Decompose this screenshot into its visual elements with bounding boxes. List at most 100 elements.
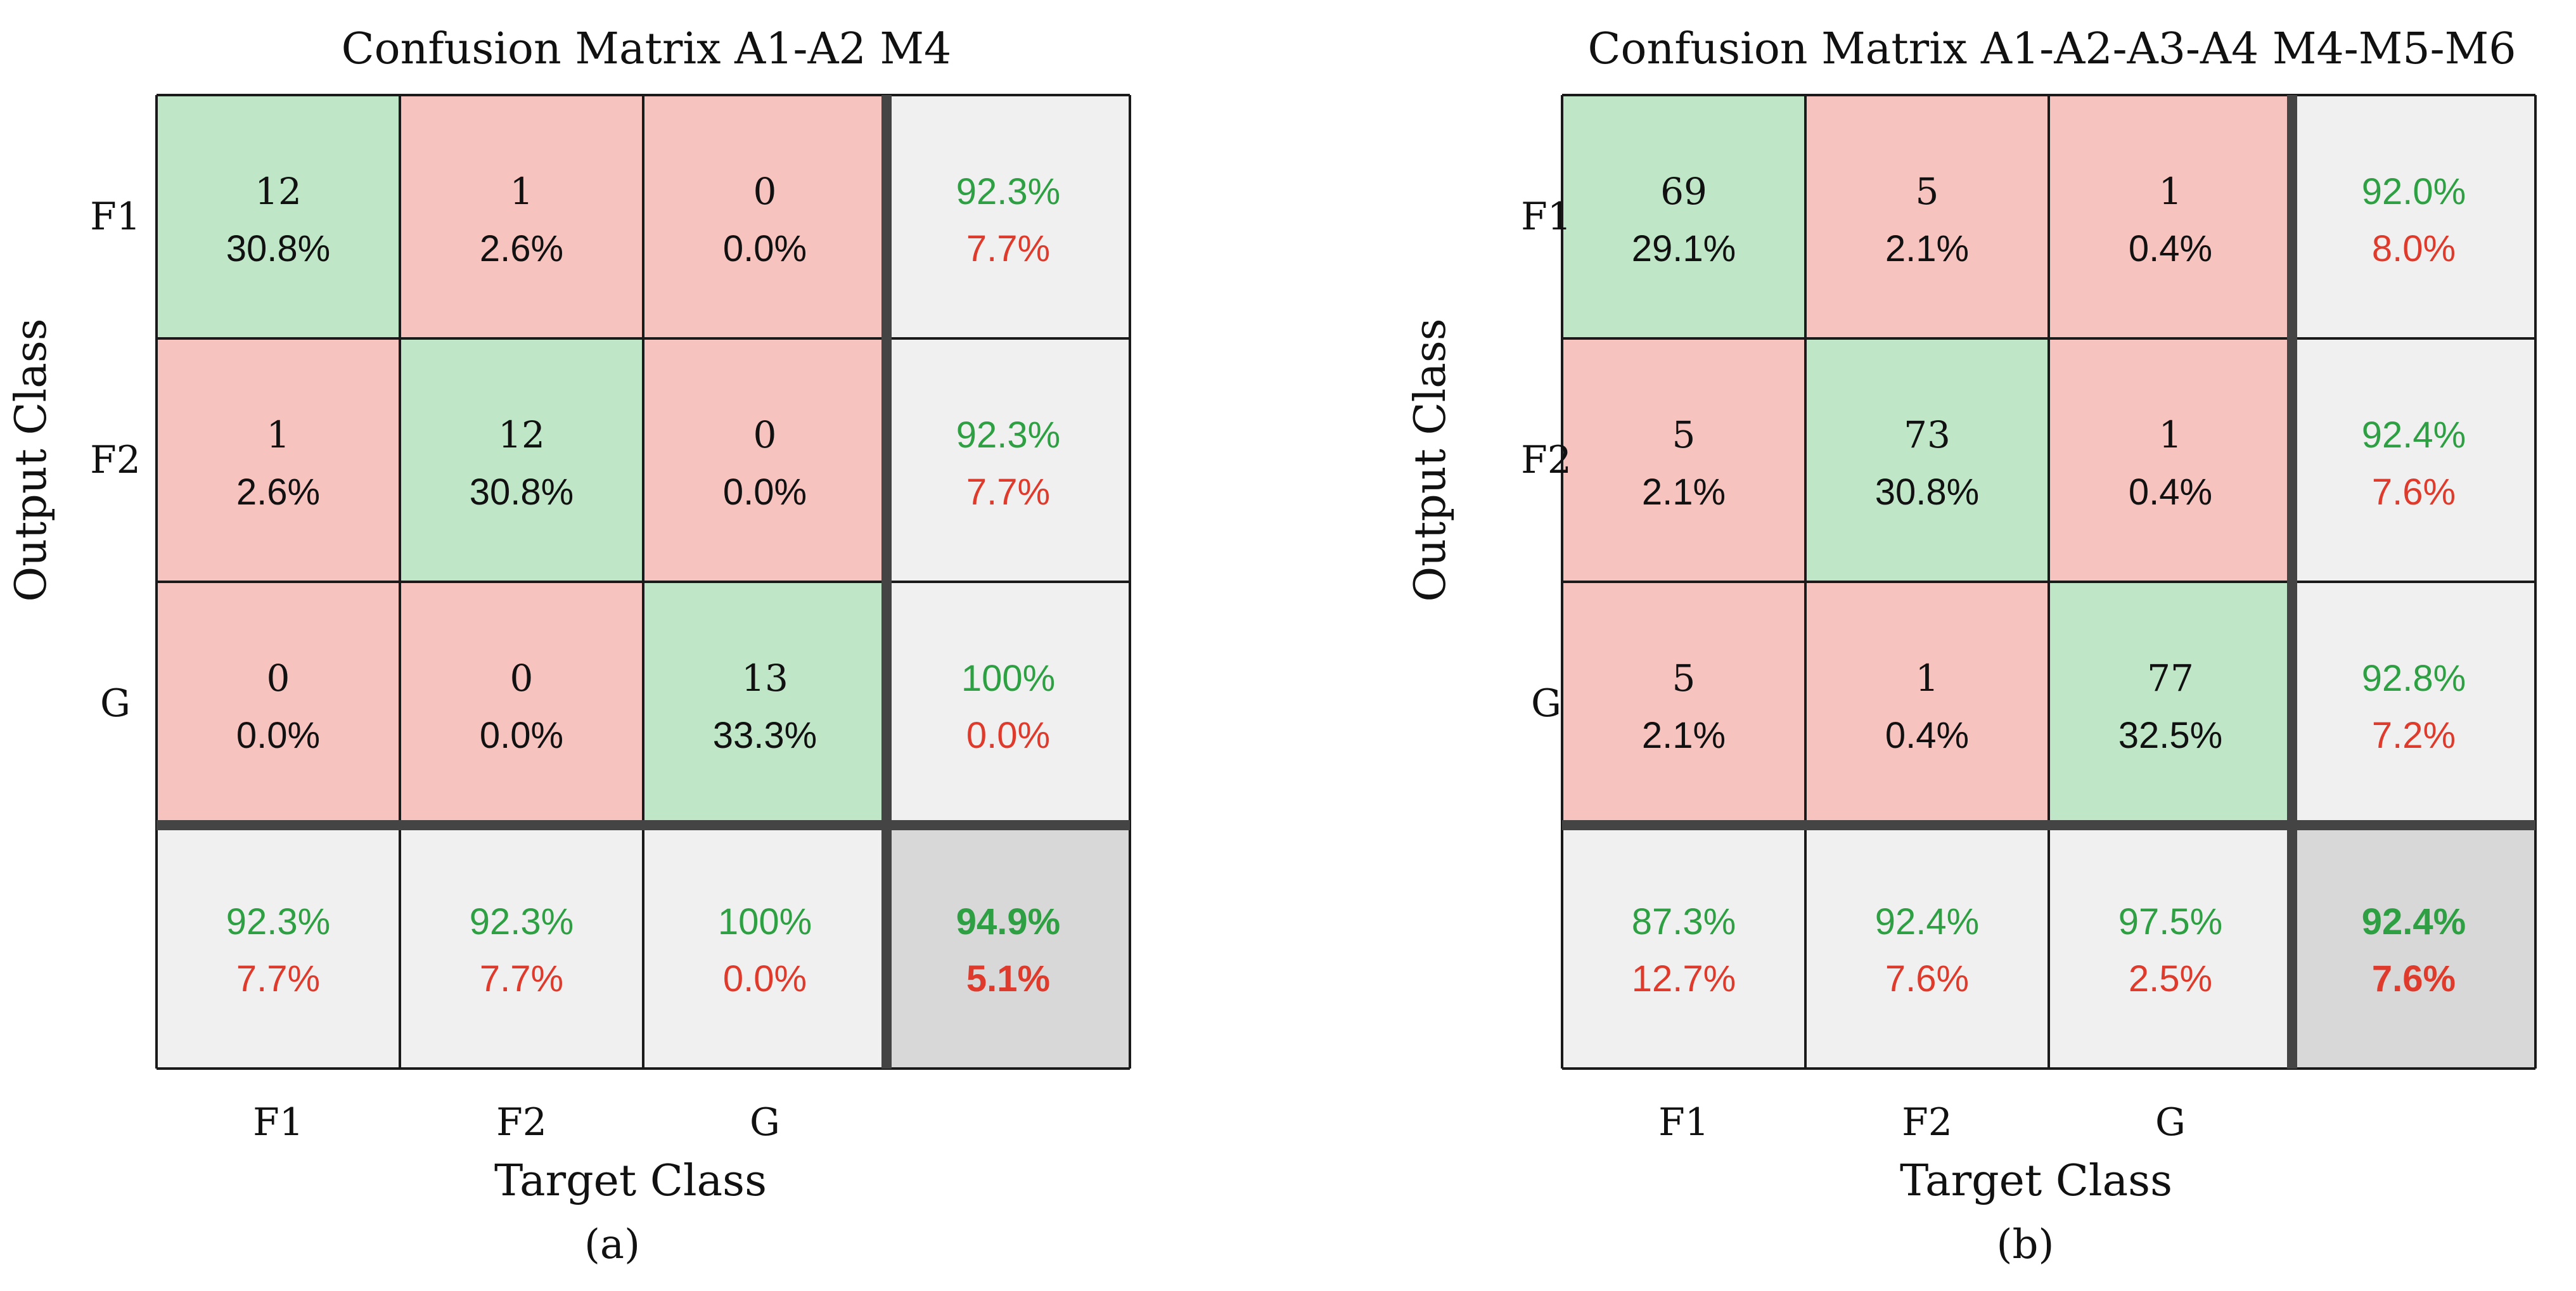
matrix-cell	[400, 338, 643, 582]
matrix-cell	[643, 582, 887, 825]
y-axis-label: Output Class	[1406, 318, 1456, 601]
chart-title: Confusion Matrix A1-A2 M4	[342, 24, 952, 74]
col-summary-cell	[2049, 825, 2292, 1069]
x-axis-label: Target Class	[1900, 1156, 2172, 1206]
panel-caption: (a)	[584, 1221, 640, 1268]
col-summary-cell	[643, 825, 887, 1069]
col-summary-correct: 100%	[718, 901, 812, 942]
cell-percent: 30.8%	[1875, 472, 1979, 513]
x-axis-label: Target Class	[494, 1156, 767, 1206]
cell-count: 5	[1916, 170, 1939, 213]
row-summary-correct: 92.3%	[956, 171, 1060, 212]
x-tick-label: F2	[1902, 1100, 1952, 1145]
cell-count: 12	[255, 170, 302, 213]
row-summary-error: 7.7%	[966, 472, 1050, 513]
matrix-cell	[2049, 95, 2292, 338]
row-summary-correct: 92.8%	[2362, 658, 2466, 699]
col-summary-cell	[400, 825, 643, 1069]
row-summary-cell	[2292, 338, 2535, 582]
confusion-matrix-panel-a: Confusion Matrix A1-A2 M4 12 30.8% 1 2.6% 0 0.…	[6, 24, 1131, 1268]
x-tick-label: F1	[1658, 1100, 1709, 1145]
matrix-cell	[643, 338, 887, 582]
row-summary-correct: 92.0%	[2362, 171, 2466, 212]
cell-percent: 2.1%	[1642, 715, 1726, 756]
col-summary-error: 12.7%	[1632, 958, 1736, 999]
cell-percent: 2.1%	[1885, 228, 1969, 269]
cell-percent: 0.4%	[1885, 715, 1969, 756]
row-summary-correct: 100%	[961, 658, 1055, 699]
col-summary-cell	[157, 825, 400, 1069]
col-summary-correct: 87.3%	[1632, 901, 1736, 942]
cell-count: 12	[498, 413, 545, 456]
cell-count: 1	[510, 170, 534, 213]
matrix-cell	[157, 338, 400, 582]
col-summary-error: 0.0%	[723, 958, 807, 999]
row-summary-error: 7.2%	[2372, 715, 2456, 756]
matrix-cell	[1562, 582, 1805, 825]
y-axis-label: Output Class	[6, 318, 56, 601]
row-summary-error: 8.0%	[2372, 228, 2456, 269]
overall-accuracy: 94.9%	[956, 901, 1060, 942]
cell-percent: 0.0%	[723, 228, 807, 269]
col-summary-cell	[1562, 825, 1805, 1069]
matrix-cell	[2049, 582, 2292, 825]
row-summary-cell	[2292, 582, 2535, 825]
cell-percent: 32.5%	[2118, 715, 2222, 756]
col-summary-error: 7.6%	[1885, 958, 1969, 999]
chart-title: Confusion Matrix A1-A2-A3-A4 M4-M5-M6	[1587, 24, 2516, 74]
col-summary-correct: 92.3%	[226, 901, 330, 942]
cell-count: 0	[267, 657, 290, 700]
row-summary-cell	[2292, 95, 2535, 338]
col-summary-error: 7.7%	[236, 958, 320, 999]
matrix-cell	[1805, 95, 2049, 338]
matrix-cell	[157, 95, 400, 338]
confusion-matrix-panel-b: Confusion Matrix A1-A2-A3-A4 M4-M5-M6 69 2…	[1406, 24, 2537, 1268]
matrix-cell	[1805, 582, 2049, 825]
row-summary-error: 0.0%	[966, 715, 1050, 756]
cell-count: 5	[1672, 657, 1696, 700]
cell-count: 1	[2159, 170, 2182, 213]
y-tick-label: G	[1531, 681, 1561, 726]
matrix-cell	[2049, 338, 2292, 582]
overall-cell	[2292, 825, 2535, 1069]
matrix-cell	[400, 95, 643, 338]
y-tick-label: F1	[90, 195, 141, 239]
cell-percent: 0.4%	[2129, 228, 2212, 269]
x-tick-label: F1	[253, 1100, 304, 1145]
matrix-cell	[1562, 338, 1805, 582]
matrix-cell	[400, 582, 643, 825]
cell-count: 69	[1660, 170, 1707, 213]
y-tick-label: F2	[1521, 438, 1572, 482]
col-summary-correct: 97.5%	[2118, 901, 2222, 942]
row-summary-cell	[887, 582, 1130, 825]
row-summary-error: 7.7%	[966, 228, 1050, 269]
row-summary-correct: 92.3%	[956, 414, 1060, 456]
col-summary-error: 7.7%	[480, 958, 563, 999]
row-summary-error: 7.6%	[2372, 472, 2456, 513]
x-tick-label: F2	[496, 1100, 547, 1145]
matrix-cell	[643, 95, 887, 338]
overall-cell	[887, 825, 1130, 1069]
y-tick-label: F2	[90, 438, 141, 482]
row-summary-correct: 92.4%	[2362, 414, 2466, 456]
x-tick-label: G	[2155, 1100, 2186, 1145]
cell-percent: 2.6%	[236, 472, 320, 513]
cell-count: 0	[510, 657, 534, 700]
matrix-cell	[157, 582, 400, 825]
col-summary-cell	[1805, 825, 2049, 1069]
cell-percent: 30.8%	[470, 472, 574, 513]
cell-count: 1	[2159, 413, 2182, 456]
cell-count: 1	[267, 413, 290, 456]
col-summary-correct: 92.3%	[470, 901, 574, 942]
cell-percent: 30.8%	[226, 228, 330, 269]
x-tick-label: G	[750, 1100, 780, 1145]
cell-count: 0	[753, 170, 777, 213]
cell-count: 13	[741, 657, 788, 700]
cell-count: 0	[753, 413, 777, 456]
matrix-cell	[1805, 338, 2049, 582]
row-summary-cell	[887, 338, 1130, 582]
cell-percent: 0.4%	[2129, 472, 2212, 513]
cell-count: 1	[1916, 657, 1939, 700]
overall-accuracy: 92.4%	[2362, 901, 2466, 942]
